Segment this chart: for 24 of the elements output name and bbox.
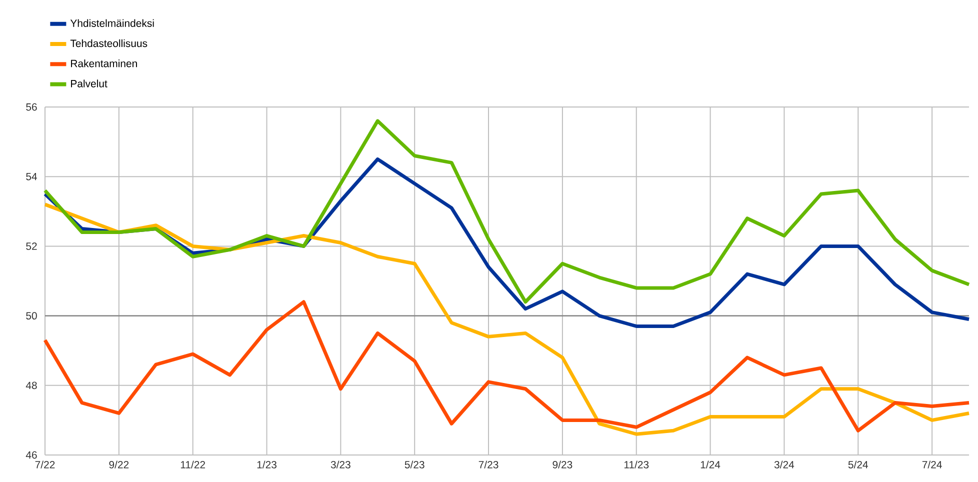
x-tick-label: 7/24: [922, 460, 942, 468]
y-tick-label: 54: [26, 172, 37, 180]
x-tick-label: 9/23: [552, 460, 572, 468]
y-tick-label: 48: [26, 382, 37, 390]
line-series: [43, 300, 971, 432]
y-tick-label: 56: [26, 103, 37, 111]
y-tick-label: 50: [26, 312, 37, 320]
x-tick-label: 3/24: [774, 460, 794, 468]
x-tick-label: 3/23: [330, 460, 350, 468]
x-tick-label: 5/24: [848, 460, 868, 468]
legend-label: Tehdasteollisuus: [70, 39, 148, 48]
legend-label: Rakentaminen: [71, 60, 137, 68]
y-tick-label: 52: [26, 242, 37, 250]
y-tick-label: 46: [26, 451, 37, 459]
x-tick-label: 9/22: [109, 460, 129, 468]
x-tick-label: 11/22: [180, 460, 206, 468]
x-tick-label: 7/22: [35, 460, 55, 468]
legend-label: Yhdistelmäindeksi: [70, 19, 154, 27]
x-tick-label: 1/24: [700, 460, 720, 468]
x-tick-label: 1/23: [257, 460, 276, 468]
x-tick-label: 11/23: [624, 460, 649, 468]
x-tick-label: 5/23: [404, 460, 424, 468]
x-tick-label: 7/23: [478, 460, 498, 468]
legend-label: Palvelut: [71, 80, 108, 88]
